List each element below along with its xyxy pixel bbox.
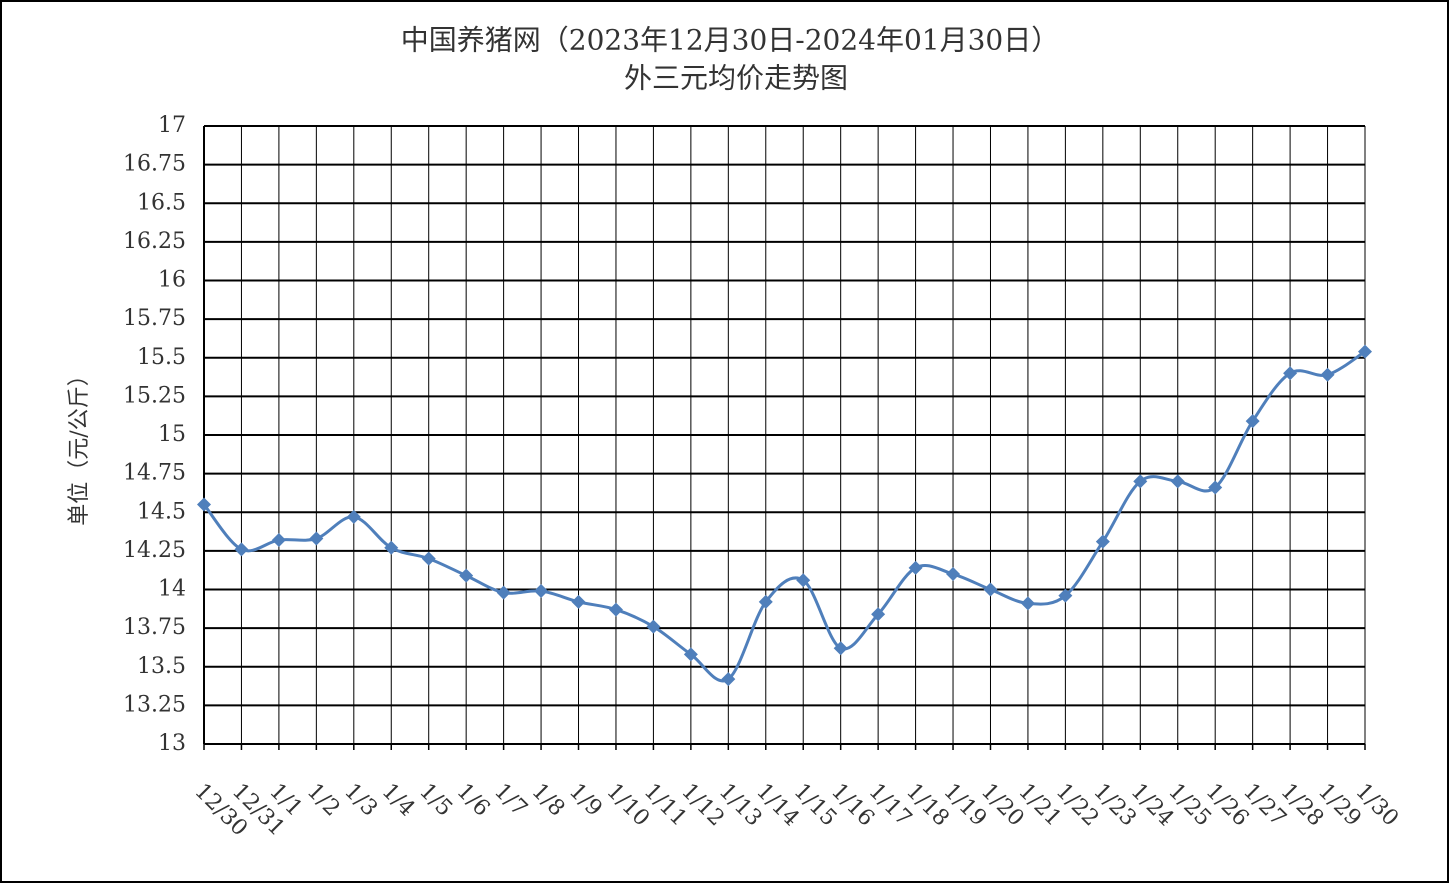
chart-subtitle: 外三元均价走势图: [624, 62, 848, 95]
y-axis-label: 单位（元/公斤）: [67, 364, 92, 525]
marker: [421, 551, 436, 566]
y-tick-label: 15.25: [123, 383, 186, 408]
marker: [646, 619, 661, 634]
marker: [1208, 480, 1223, 495]
marker: [1170, 474, 1185, 489]
marker: [758, 594, 773, 609]
marker: [833, 641, 848, 656]
marker: [1133, 474, 1148, 489]
marker: [459, 568, 474, 583]
y-tick-label: 14.25: [123, 538, 186, 563]
marker: [309, 531, 324, 546]
marker: [983, 582, 998, 597]
marker: [1283, 366, 1298, 381]
y-tick-label: 16: [158, 268, 186, 293]
y-tick-label: 13.5: [137, 654, 186, 679]
marker: [571, 594, 586, 609]
marker: [683, 647, 698, 662]
marker: [796, 573, 811, 588]
y-tick-label: 13: [158, 731, 186, 756]
y-tick-label: 14.5: [137, 499, 186, 524]
marker: [908, 560, 923, 575]
chart-title: 中国养猪网（2023年12月30日-2024年01月30日）: [401, 24, 1060, 57]
marker: [197, 497, 211, 512]
y-tick-label: 17: [158, 113, 186, 138]
y-tick-label: 13.75: [123, 615, 186, 640]
y-tick-label: 14: [158, 577, 186, 602]
marker: [871, 607, 886, 622]
y-tick-label: 16.75: [123, 152, 186, 177]
y-tick-label: 14.75: [123, 461, 186, 486]
marker: [346, 509, 361, 524]
marker: [1358, 344, 1372, 359]
marker: [1095, 534, 1110, 549]
marker: [271, 533, 286, 548]
marker: [496, 585, 511, 600]
marker: [1245, 414, 1260, 429]
marker: [946, 567, 961, 582]
marker: [721, 672, 736, 687]
marker: [1320, 367, 1335, 382]
marker: [534, 584, 549, 599]
marker: [1020, 596, 1035, 611]
y-tick-label: 16.5: [137, 190, 186, 215]
y-tick-label: 13.25: [123, 692, 186, 717]
marker: [1058, 588, 1073, 603]
y-tick-label: 15: [158, 422, 186, 447]
marker: [384, 540, 399, 555]
y-tick-label: 15.75: [123, 306, 186, 331]
y-tick-label: 15.5: [137, 345, 186, 370]
y-tick-label: 16.25: [123, 229, 186, 254]
marker: [608, 602, 623, 617]
marker: [234, 542, 249, 557]
